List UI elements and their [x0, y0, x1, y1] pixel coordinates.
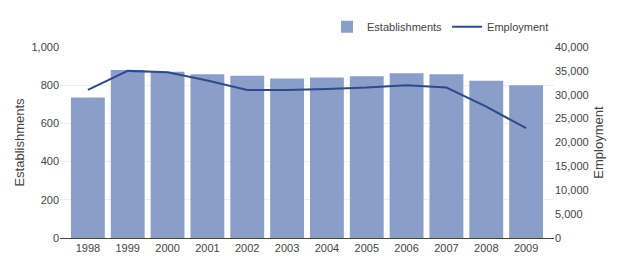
svg-text:Employment: Employment [591, 106, 606, 179]
svg-text:2002: 2002 [235, 242, 259, 254]
svg-text:600: 600 [41, 117, 59, 129]
svg-text:Establishments: Establishments [12, 98, 27, 187]
svg-text:2000: 2000 [155, 242, 179, 254]
svg-text:1998: 1998 [76, 242, 100, 254]
svg-text:25,000: 25,000 [555, 112, 589, 124]
svg-text:400: 400 [41, 155, 59, 167]
svg-text:30,000: 30,000 [555, 89, 589, 101]
svg-text:5,000: 5,000 [555, 208, 583, 220]
svg-text:Establishments: Establishments [367, 21, 442, 33]
svg-text:2009: 2009 [514, 242, 538, 254]
svg-text:2007: 2007 [434, 242, 458, 254]
svg-text:2003: 2003 [275, 242, 299, 254]
svg-text:Employment: Employment [487, 21, 548, 33]
svg-text:2004: 2004 [315, 242, 339, 254]
svg-text:20,000: 20,000 [555, 136, 589, 148]
svg-text:0: 0 [555, 232, 561, 244]
svg-text:1999: 1999 [115, 242, 139, 254]
svg-text:35,000: 35,000 [555, 65, 589, 77]
svg-text:40,000: 40,000 [555, 41, 589, 53]
svg-text:2001: 2001 [195, 242, 219, 254]
svg-text:2008: 2008 [474, 242, 498, 254]
svg-text:10,000: 10,000 [555, 184, 589, 196]
svg-text:15,000: 15,000 [555, 160, 589, 172]
svg-text:2006: 2006 [394, 242, 418, 254]
svg-text:1,000: 1,000 [31, 41, 59, 53]
svg-text:2005: 2005 [355, 242, 379, 254]
svg-text:200: 200 [41, 194, 59, 206]
svg-text:0: 0 [53, 232, 59, 244]
svg-text:800: 800 [41, 79, 59, 91]
